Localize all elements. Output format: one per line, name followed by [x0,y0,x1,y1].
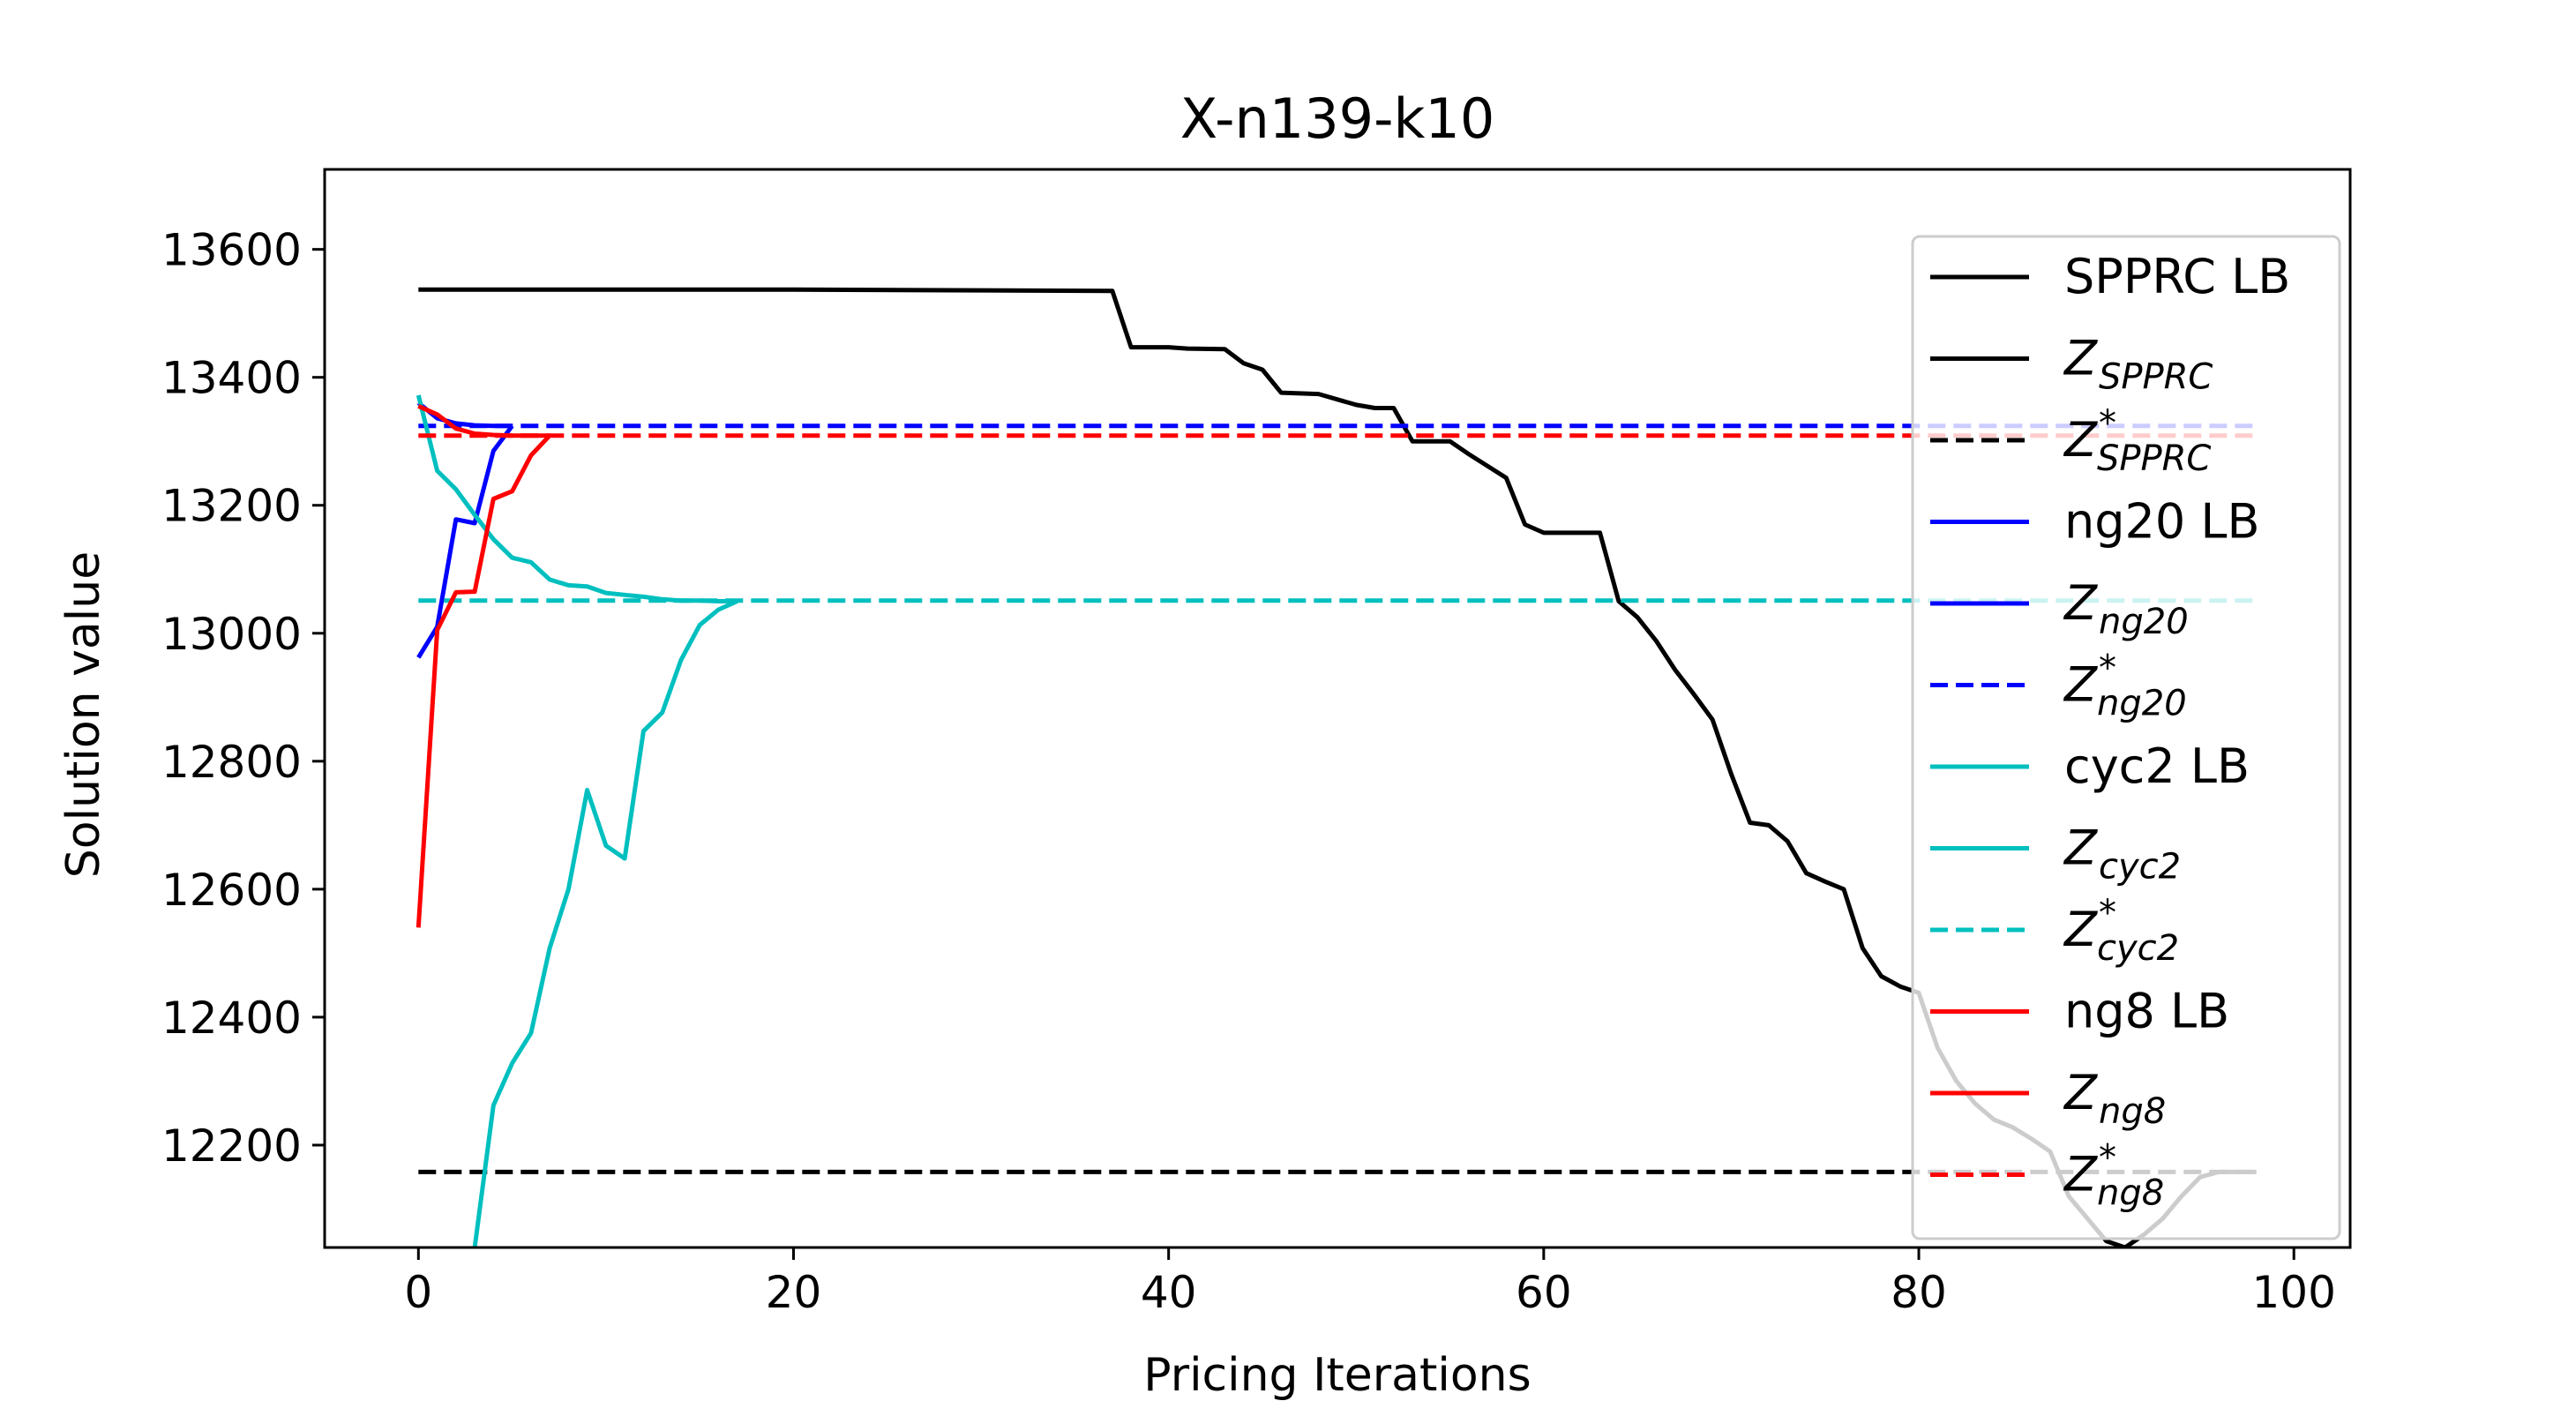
legend-entry: Zcyc2 [1930,820,2181,888]
legend-entry: Z* ng20 [1930,648,2187,724]
x-tick-label: 20 [766,1267,822,1318]
legend-entry: Z* ng8 [1930,1138,2164,1214]
legend-label: ng20 LB [2064,494,2260,550]
legend-label: cyc2 LB [2064,738,2250,794]
series-ng8-lb [416,433,551,928]
x-tick-label: 80 [1891,1267,1947,1318]
legend-label: ZSPPRC [2063,331,2213,398]
y-tick-label: 13200 [161,481,302,532]
legend-label: Zcyc2 [2063,820,2181,888]
legend-label: Z* ng20 [2063,648,2187,724]
legend-entry: ng8 LB [1930,984,2229,1039]
legend-entry: Z* cyc2 [1930,893,2179,969]
ticks-layer: 0 20 40 60 80 100 12200 12400 12600 12800 13000 132… [161,225,2336,1318]
x-tick-label: 100 [2252,1267,2336,1318]
y-tick-label: 12600 [161,865,302,916]
series-cyc2-lb [472,599,738,1247]
legend-label: Zng20 [2063,575,2189,642]
legend-entry: Z* SPPRC [1930,403,2211,479]
legend-entry: cyc2 LB [1930,738,2250,794]
chart-title: X-n139-k10 [1180,86,1495,151]
x-tick-label: 60 [1516,1267,1572,1318]
legend-entry: ZSPPRC [1930,331,2213,398]
legend-label: Z* SPPRC [2063,403,2211,479]
y-tick-label: 13000 [161,609,302,660]
x-tick-label: 40 [1141,1267,1197,1318]
y-tick-label: 12800 [161,737,302,788]
y-tick-label: 12200 [161,1120,302,1172]
legend-entry: Zng8 [1930,1065,2166,1132]
y-tick-label: 13400 [161,353,302,404]
series-ng20-lb [416,424,514,659]
legend-label: Z* ng8 [2063,1138,2164,1214]
legend-label: Z* cyc2 [2063,893,2179,969]
legend-entry: SPPRC LB [1930,249,2290,304]
legend-entry: ng20 LB [1930,494,2260,550]
y-tick-label: 12400 [161,993,302,1044]
x-tick-label: 0 [404,1267,432,1318]
plot-frame [323,168,2352,1249]
x-axis-label: Pricing Iterations [1143,1349,1531,1402]
series-zng8 [417,404,550,438]
legend-box [1911,235,2341,1240]
y-axis-label: Solution value [57,551,110,878]
legend-label: SPPRC LB [2064,249,2290,304]
legend-label: Zng8 [2063,1065,2166,1132]
legend-entry: Zng20 [1930,575,2189,642]
y-tick-label: 13600 [161,225,302,276]
legend-label: ng8 LB [2064,984,2229,1039]
